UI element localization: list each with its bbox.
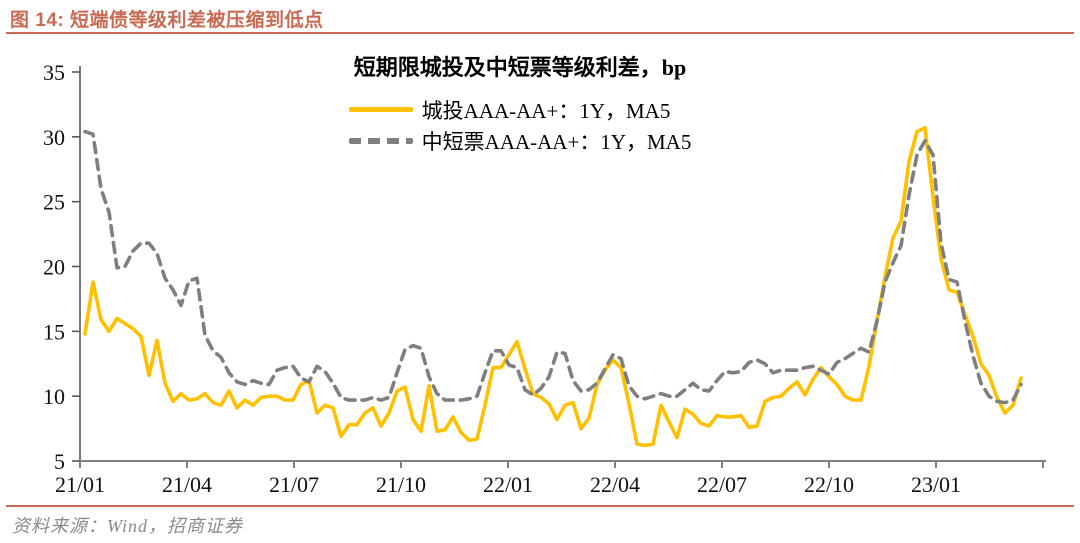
legend-label-zhongduanpiao: 中短票AAA-AA+：1Y，MA5 — [421, 129, 692, 154]
legend-label-chengtou: 城投AAA-AA+：1Y，MA5 — [421, 98, 671, 123]
x-tick-label: 21/04 — [162, 472, 212, 497]
x-tick-label: 21/01 — [55, 472, 105, 497]
x-tick-label: 22/01 — [483, 472, 533, 497]
x-tick-label: 22/10 — [804, 472, 854, 497]
footer-divider — [6, 505, 1074, 507]
legend-line-solid-gold — [348, 107, 413, 112]
series-line-chengtou — [83, 126, 1023, 448]
y-tick-label: 25 — [43, 190, 65, 215]
chart-legend: 城投AAA-AA+：1Y，MA5 中短票AAA-AA+：1Y，MA5 — [80, 96, 960, 154]
legend-line-dashed-gray — [348, 137, 413, 144]
y-tick-label: 10 — [43, 384, 65, 409]
x-tick-label: 21/07 — [269, 472, 319, 497]
y-tick-label: 15 — [43, 319, 65, 344]
y-tick-label: 5 — [54, 449, 65, 474]
x-tick-label: 23/01 — [911, 472, 961, 497]
legend-item-zhongduanpiao: 中短票AAA-AA+：1Y，MA5 — [348, 127, 692, 154]
legend-item-chengtou: 城投AAA-AA+：1Y，MA5 — [348, 96, 692, 123]
y-tick-label: 35 — [43, 60, 65, 85]
x-tick-label: 22/07 — [697, 472, 747, 497]
y-tick-label: 30 — [43, 125, 65, 150]
x-tick-label: 22/04 — [590, 472, 640, 497]
source-note: 资料来源：Wind，招商证券 — [12, 516, 244, 536]
figure-title: 图 14: 短端债等级利差被压缩到低点 — [10, 10, 324, 31]
header-divider — [6, 32, 1074, 34]
series-line-zhongduanpiao — [83, 129, 1023, 405]
chart-title: 短期限城投及中短票等级利差，bp — [353, 55, 687, 80]
y-tick-label: 20 — [43, 255, 65, 280]
x-tick-label: 21/10 — [376, 472, 426, 497]
legend-items: 城投AAA-AA+：1Y，MA5 中短票AAA-AA+：1Y，MA5 — [348, 96, 692, 154]
